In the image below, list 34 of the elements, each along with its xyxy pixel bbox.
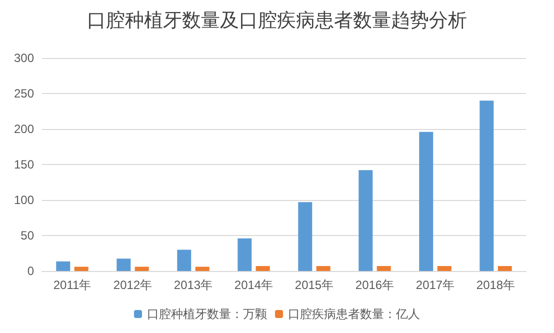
legend-label: 口腔种植牙数量：万颗 xyxy=(147,307,267,321)
x-tick-label: 2014年 xyxy=(234,278,274,292)
bar xyxy=(316,266,330,271)
x-tick-label: 2011年 xyxy=(53,278,92,292)
x-tick-label: 2016年 xyxy=(355,278,394,292)
bar xyxy=(256,266,270,271)
bar xyxy=(498,266,512,271)
y-tick-label: 200 xyxy=(14,122,34,136)
x-tick-label: 2015年 xyxy=(294,278,334,292)
y-tick-label: 250 xyxy=(14,86,34,100)
bar xyxy=(74,266,88,271)
chart-title: 口腔种植牙数量及口腔疾病患者数量趋势分析 xyxy=(87,10,467,32)
bar xyxy=(376,266,391,271)
bar xyxy=(480,100,494,271)
bar xyxy=(195,266,210,271)
y-tick-label: 150 xyxy=(14,158,34,172)
legend-label: 口腔疾病患者数量：亿人 xyxy=(288,307,420,321)
bar xyxy=(437,266,452,271)
bar xyxy=(358,170,373,271)
bar xyxy=(177,250,192,271)
x-tick-label: 2018年 xyxy=(476,278,516,292)
bar xyxy=(134,266,149,271)
bar xyxy=(298,202,312,271)
bar xyxy=(419,132,434,271)
bar xyxy=(238,238,252,271)
y-tick-label: 300 xyxy=(14,51,34,65)
y-tick-label: 50 xyxy=(20,228,34,242)
x-tick-label: 2017年 xyxy=(416,278,455,292)
x-tick-label: 2013年 xyxy=(174,278,213,292)
y-tick-label: 0 xyxy=(27,264,34,278)
y-tick-label: 100 xyxy=(14,193,34,207)
bar xyxy=(116,258,131,271)
x-tick-label: 2012年 xyxy=(113,278,152,292)
bar xyxy=(56,261,70,271)
